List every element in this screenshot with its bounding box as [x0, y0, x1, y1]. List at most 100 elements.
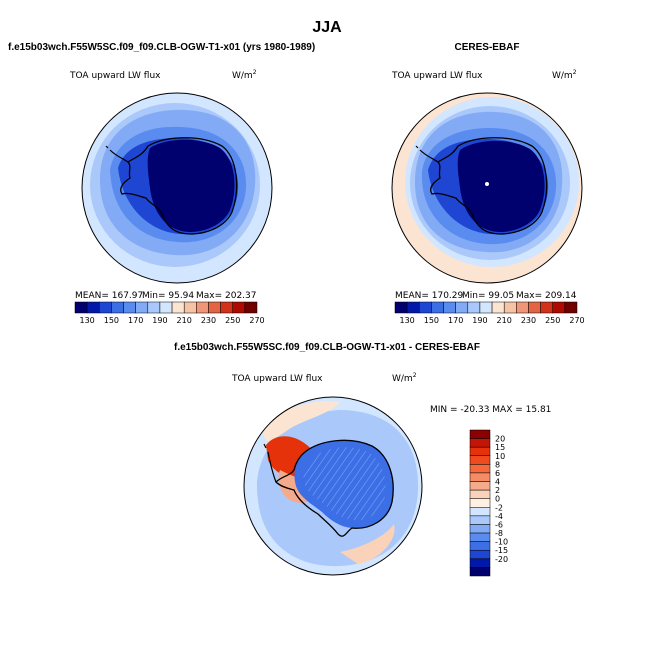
colorbar-tick-label: 170 [128, 316, 143, 325]
colorbar-tick-label: -8 [495, 529, 503, 538]
colorbar-tick-label: 10 [495, 452, 505, 461]
colorbar-swatch [431, 301, 444, 314]
coastline-antarctica [275, 439, 394, 537]
colorbar-swatch [469, 472, 491, 482]
colorbar-tick-label: 15 [495, 443, 505, 452]
colorbar-tick-label: 230 [521, 316, 536, 325]
colorbar-tick-label: -4 [495, 512, 503, 521]
colorbar-tick-label: -15 [495, 546, 508, 555]
panel-diff-title: f.e15b03wch.F55W5SC.f09_f09.CLB-OGW-T1-x… [174, 342, 480, 353]
coastline-antarctica [430, 137, 548, 235]
panel-model-units: W/m2 [232, 69, 257, 81]
pole-marker [485, 182, 489, 186]
colorbar-tick-label: 170 [448, 316, 463, 325]
colorbar-swatch [208, 301, 221, 314]
colorbar-swatch [469, 515, 491, 525]
colorbar-tick-label: 150 [104, 316, 119, 325]
colorbar-tick-label: 130 [399, 316, 414, 325]
panel-obs-min: Min= 99.05 [462, 291, 514, 301]
colorbar-swatch [528, 301, 541, 314]
continent-hatching [303, 447, 386, 521]
colorbar-swatch [552, 301, 566, 314]
colorbar-tick-label: 250 [225, 316, 240, 325]
colorbar-swatch [419, 301, 432, 314]
colorbar-swatch [406, 301, 420, 314]
colorbar-tick-label: 8 [495, 460, 500, 469]
colorbar-swatch [147, 301, 161, 314]
colorbar-swatch [479, 301, 493, 314]
map-diff-border [243, 396, 423, 576]
coastline-antarctica [120, 137, 238, 235]
colorbar-tick-label: 2 [495, 486, 500, 495]
colorbar-swatch [111, 301, 124, 314]
map-model [82, 93, 272, 283]
colorbar-swatch [469, 558, 491, 568]
colorbar-swatch [220, 301, 233, 314]
colorbar-swatch [99, 301, 112, 314]
colorbar-swatch [540, 301, 553, 314]
colorbar-model: 130 150 170 190 210 230 250 270 [74, 301, 265, 325]
colorbar-swatch [469, 549, 491, 560]
colorbar-swatch [469, 532, 491, 542]
colorbar-swatch [491, 301, 505, 314]
colorbar-tick-label: -2 [495, 503, 503, 512]
panel-diff: f.e15b03wch.F55W5SC.f09_f09.CLB-OGW-T1-x… [174, 342, 551, 577]
colorbar-swatch [469, 489, 491, 499]
panel-model-min: Min= 95.94 [142, 291, 194, 301]
coastline-peninsula [263, 443, 277, 483]
colorbar-swatch [455, 301, 469, 314]
colorbar-swatch [244, 301, 258, 314]
colorbar-tick-label: 270 [249, 316, 264, 325]
colorbar-tick-label: 210 [497, 316, 512, 325]
colorbar-swatch [469, 524, 491, 534]
colorbar-swatch [86, 301, 100, 314]
panel-model-title: f.e15b03wch.F55W5SC.f09_f09.CLB-OGW-T1-x… [8, 42, 315, 53]
map-model-border [81, 92, 273, 284]
colorbar-tick-label: 6 [495, 469, 500, 478]
colorbar-swatch [171, 301, 185, 314]
panel-obs: CERES-EBAF TOA upward LW flux W/m2 MEAN=… [391, 42, 585, 325]
colorbar-swatch [196, 301, 209, 314]
colorbar-tick-label: -20 [495, 555, 508, 564]
colorbar-swatch [123, 301, 136, 314]
colorbar-swatch [135, 301, 149, 314]
panel-obs-variable: TOA upward LW flux [391, 71, 483, 81]
colorbar-tick-label: -6 [495, 520, 503, 529]
panel-diff-variable: TOA upward LW flux [231, 374, 323, 384]
page-title: JJA [312, 19, 342, 36]
colorbar-obs: 130 150 170 190 210 230 250 270 [394, 301, 585, 325]
colorbar-tick-label: 250 [545, 316, 560, 325]
colorbar-swatch [443, 301, 456, 314]
colorbar-swatch [74, 301, 88, 314]
contour-positive-edge [262, 400, 340, 441]
panel-model: f.e15b03wch.F55W5SC.f09_f09.CLB-OGW-T1-x… [8, 42, 315, 325]
colorbar-swatch [469, 567, 491, 577]
panel-diff-minmax: MIN = -20.33 MAX = 15.81 [430, 405, 551, 415]
panel-obs-title: CERES-EBAF [454, 42, 519, 53]
contour-plateau [147, 139, 235, 232]
colorbar-tick-label: 190 [472, 316, 487, 325]
colorbar-swatch [183, 301, 197, 314]
colorbar-swatch [469, 481, 491, 491]
colorbar-tick-label: 20 [495, 435, 505, 444]
panel-diff-units: W/m2 [392, 372, 417, 384]
coastline-peninsula [415, 145, 439, 163]
colorbar-swatch [394, 301, 408, 314]
panel-obs-max: Max= 209.14 [516, 291, 577, 301]
colorbar-swatch [469, 464, 491, 474]
contour-positive-ross [340, 524, 395, 564]
colorbar-swatch [469, 507, 491, 517]
coastline-peninsula [105, 145, 129, 163]
colorbar-tick-label: 4 [495, 478, 500, 487]
colorbar-tick-label: 210 [177, 316, 192, 325]
colorbar-tick-label: 270 [569, 316, 584, 325]
colorbar-tick-label: 0 [495, 495, 500, 504]
colorbar-swatch [469, 446, 491, 457]
colorbar-swatch [469, 429, 491, 439]
colorbar-tick-label: 130 [79, 316, 94, 325]
map-obs-border [391, 92, 583, 284]
colorbar-swatch [232, 301, 246, 314]
colorbar-tick-label: 190 [152, 316, 167, 325]
colorbar-swatch [503, 301, 517, 314]
